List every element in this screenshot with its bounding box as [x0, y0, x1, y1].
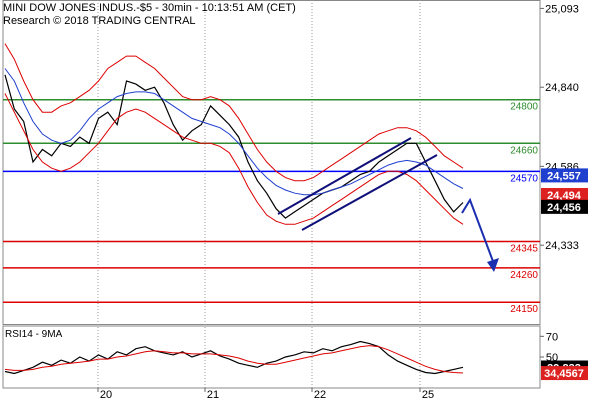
- level-label: 24570: [510, 173, 538, 184]
- chart-title: MINI DOW JONES INDUS.-$5 - 30min - 10:13…: [3, 2, 296, 14]
- level-label: 24150: [510, 304, 538, 315]
- level-label: 24260: [510, 270, 538, 281]
- price-value-tag: 24,494: [547, 190, 582, 202]
- price-frame: [2, 0, 541, 325]
- y-tick-label: 24,840: [545, 82, 579, 94]
- y-tick-label: 24,333: [545, 240, 579, 252]
- price-value-tag-bg: [541, 188, 588, 203]
- y-tick-label: 25,093: [545, 3, 579, 15]
- price-series-line: [4, 43, 464, 182]
- rsi-panel: RSI14 - 9MA: [2, 325, 541, 389]
- price-value-tag: 24,557: [547, 170, 581, 182]
- x-tick-label: 22: [314, 389, 326, 400]
- forecast-arrow-line: [461, 197, 495, 265]
- x-tick-label: 21: [207, 389, 219, 400]
- level-label: 24800: [510, 102, 538, 113]
- price-series-line: [4, 74, 464, 219]
- rsi-series-line: [4, 340, 464, 375]
- axis-layer: 25,09324,84024,58624,33324,55724,49424,4…: [97, 3, 588, 400]
- price-value-tag-bg: [541, 199, 588, 214]
- forecast-arrow-head: [487, 258, 499, 272]
- x-tick-label: 25: [422, 389, 434, 400]
- rsi-title: RSI14 - 9MA: [5, 329, 63, 340]
- channel-lower-line: [301, 154, 438, 231]
- rsi-value-tag: 34,4567: [544, 368, 584, 380]
- research-copyright: Research © 2018 TRADING CENTRAL: [3, 15, 196, 27]
- price-series-line: [4, 93, 464, 225]
- rsi-value-tag-bg: [541, 366, 588, 381]
- price-panel: 24800 24660 24570 24345 24260 24150: [2, 0, 541, 388]
- rsi-frame: [2, 325, 541, 389]
- level-label: 24345: [510, 243, 538, 254]
- rsi-y-tick-label: 70: [546, 331, 558, 343]
- price-value-tag: 24,456: [547, 202, 581, 214]
- channel-upper-line: [277, 137, 412, 215]
- price-series-line: [4, 68, 464, 196]
- x-tick-label: 20: [100, 389, 112, 400]
- price-value-tag-bg: [541, 168, 588, 183]
- rsi-series-line: [4, 345, 464, 374]
- level-label: 24660: [510, 145, 538, 156]
